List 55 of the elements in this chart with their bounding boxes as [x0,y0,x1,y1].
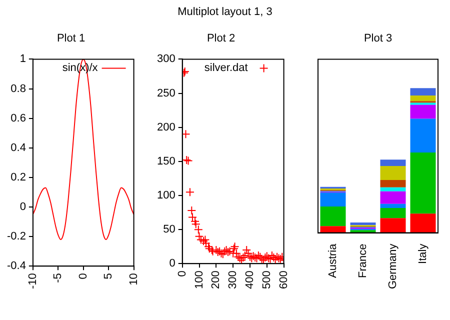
x-tick-label: Germany [387,243,400,290]
x-tick-label: 600 [278,270,290,290]
x-tick-label: -10 [26,273,39,290]
bar [380,218,406,233]
y-tick-label: 0.6 [10,112,26,124]
x-tick-label: Austria [327,242,340,278]
bar [410,152,436,214]
chart-title: Plot 3 [364,32,392,45]
bar [380,191,406,204]
chart-title: Plot 1 [56,32,86,45]
y-tick-label: 150 [156,155,176,168]
y-tick-label: 250 [156,87,176,100]
x-tick-label: 10 [128,273,140,286]
bar [410,118,436,152]
bar [380,160,406,166]
bar [380,208,406,218]
x-tick-label: Italy [417,243,430,264]
bar [350,222,376,226]
x-tick-label: 5 [102,273,115,280]
chart-title: Plot 2 [206,32,236,45]
y-tick-label: 300 [156,53,176,66]
y-tick-label: 0.2 [10,171,26,184]
legend-label: silver.dat [204,62,248,74]
y-tick-label: -0.2 [6,230,26,243]
bar [410,88,436,96]
y-tick-label: 100 [156,190,176,202]
line-series [32,59,134,240]
bar [380,166,406,180]
bar [380,204,406,208]
bar [320,192,346,206]
y-tick-label: 0 [20,201,26,214]
bar [320,226,346,233]
x-tick-label: 300 [227,270,240,290]
bar [380,187,406,192]
x-tick-label: 500 [260,270,273,290]
x-tick-label: -5 [52,273,64,283]
bar [410,214,436,233]
x-tick-label: 0 [176,270,188,277]
x-tick-label: France [357,244,370,278]
bar [410,104,436,119]
text: Multiplot layout 1, 3 [178,6,272,18]
x-tick-label: 100 [193,270,206,290]
y-tick-label: -0.4 [6,260,26,272]
bar [320,206,346,226]
y-tick-label: 200 [156,121,176,134]
bar [410,96,436,102]
y-tick-label: 0.8 [10,82,26,95]
x-tick-label: 400 [244,270,256,290]
bar [350,230,376,233]
bar [380,180,406,188]
y-tick-label: 1 [20,53,26,66]
y-tick-label: 50 [163,224,176,236]
y-tick-label: 0.4 [10,142,26,154]
x-tick-label: 200 [210,270,222,290]
x-tick-label: 0 [77,273,90,280]
